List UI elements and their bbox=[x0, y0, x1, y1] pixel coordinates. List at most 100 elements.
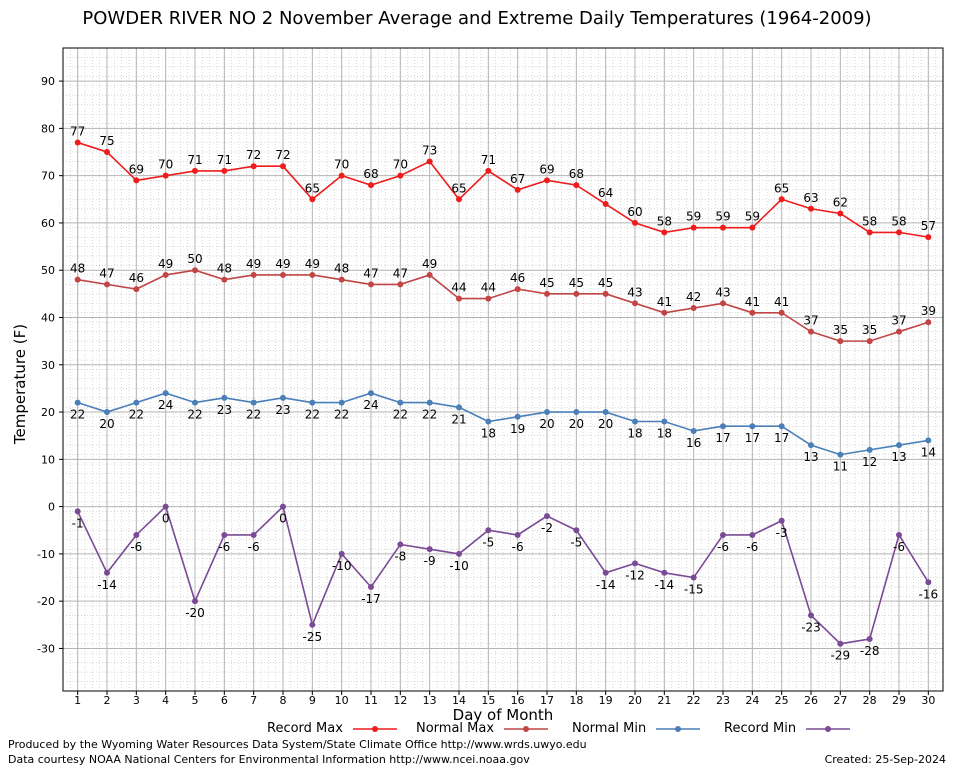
x-tick-label: 26 bbox=[804, 694, 818, 707]
data-point-normal-max bbox=[280, 271, 286, 278]
data-label-record-min: -5 bbox=[570, 535, 582, 549]
data-label-record-max: 70 bbox=[158, 158, 173, 172]
data-label-normal-max: 45 bbox=[598, 276, 613, 290]
data-point-record-min bbox=[925, 579, 932, 586]
data-label-normal-min: 20 bbox=[539, 417, 554, 431]
data-point-normal-min bbox=[690, 427, 697, 434]
data-label-record-min: -20 bbox=[185, 606, 205, 620]
data-point-normal-max bbox=[896, 328, 902, 335]
data-point-record-max bbox=[925, 234, 932, 241]
data-label-record-max: 63 bbox=[803, 191, 818, 205]
data-label-normal-min: 22 bbox=[393, 408, 408, 422]
data-label-normal-max: 48 bbox=[217, 262, 232, 276]
x-tick-label: 30 bbox=[921, 694, 935, 707]
data-point-normal-max bbox=[221, 276, 228, 283]
data-point-normal-max bbox=[866, 338, 873, 345]
x-tick-label: 6 bbox=[221, 694, 228, 707]
data-point-record-min bbox=[896, 531, 902, 538]
data-point-normal-min bbox=[280, 394, 286, 401]
data-point-normal-min bbox=[896, 442, 902, 449]
data-point-normal-min bbox=[221, 394, 228, 401]
data-label-normal-min: 17 bbox=[774, 431, 789, 445]
data-point-normal-min bbox=[514, 413, 521, 420]
data-label-record-min: -15 bbox=[684, 583, 704, 597]
x-tick-label: 23 bbox=[716, 694, 730, 707]
x-tick-label: 12 bbox=[393, 694, 407, 707]
data-point-normal-max bbox=[632, 300, 638, 307]
data-label-normal-min: 19 bbox=[510, 422, 525, 436]
data-point-record-min bbox=[104, 569, 110, 576]
data-point-record-max bbox=[456, 196, 462, 203]
x-tick-label: 28 bbox=[863, 694, 877, 707]
data-label-record-max: 73 bbox=[422, 143, 437, 157]
data-point-normal-max bbox=[514, 286, 521, 293]
data-label-normal-max: 41 bbox=[774, 295, 789, 309]
data-point-record-max bbox=[397, 172, 404, 179]
y-tick-label: 90 bbox=[41, 75, 55, 88]
data-label-normal-min: 12 bbox=[862, 455, 877, 469]
data-point-normal-max bbox=[720, 300, 726, 307]
series-line-record-min bbox=[76, 505, 930, 645]
data-label-normal-max: 43 bbox=[627, 285, 642, 299]
data-label-normal-max: 48 bbox=[70, 262, 85, 276]
data-label-normal-min: 22 bbox=[129, 408, 144, 422]
data-label-record-max: 58 bbox=[657, 214, 672, 228]
data-label-normal-min: 18 bbox=[657, 427, 672, 441]
data-point-normal-max bbox=[250, 271, 257, 278]
data-point-record-max bbox=[309, 196, 316, 203]
x-tick-label: 10 bbox=[335, 694, 349, 707]
data-label-normal-max: 50 bbox=[187, 252, 202, 266]
data-point-record-max bbox=[368, 182, 374, 189]
data-label-normal-max: 49 bbox=[275, 257, 290, 271]
data-label-record-max: 64 bbox=[598, 186, 613, 200]
data-point-normal-max bbox=[602, 290, 609, 297]
legend-swatch bbox=[656, 725, 701, 732]
legend-item-record-max: Record Max bbox=[267, 721, 401, 736]
x-tick-label: 9 bbox=[309, 694, 316, 707]
data-label-normal-min: 22 bbox=[246, 408, 261, 422]
data-label-record-min: -10 bbox=[332, 559, 352, 573]
footer-courtesy: Data courtesy NOAA National Centers for … bbox=[8, 753, 530, 766]
data-label-record-min: -6 bbox=[893, 540, 905, 554]
series-line-normal-max bbox=[77, 269, 929, 342]
data-point-record-min bbox=[866, 635, 873, 642]
data-label-record-max: 62 bbox=[833, 195, 848, 209]
x-axis-label: Day of Month bbox=[452, 706, 554, 724]
plot-frame bbox=[62, 47, 944, 692]
data-point-record-max bbox=[74, 139, 81, 146]
legend-item-normal-max: Normal Max bbox=[416, 721, 552, 736]
data-point-normal-max bbox=[485, 295, 492, 302]
data-label-record-min: -17 bbox=[361, 592, 381, 606]
series-line-record-max bbox=[77, 141, 929, 238]
data-point-record-min bbox=[602, 569, 609, 576]
y-tick-label: 30 bbox=[41, 359, 55, 372]
data-point-record-min bbox=[368, 583, 374, 590]
data-point-record-max bbox=[221, 167, 228, 174]
x-tick-label: 16 bbox=[511, 694, 525, 707]
data-label-normal-min: 22 bbox=[422, 408, 437, 422]
data-label-normal-max: 37 bbox=[891, 314, 906, 328]
data-label-record-min: -16 bbox=[919, 587, 939, 601]
y-tick-label: -10 bbox=[37, 548, 55, 561]
data-point-normal-min bbox=[661, 418, 668, 425]
x-tick-label: 4 bbox=[162, 694, 169, 707]
data-label-normal-max: 44 bbox=[481, 281, 496, 295]
data-point-normal-min bbox=[309, 399, 316, 406]
data-point-record-min bbox=[514, 531, 521, 538]
data-point-normal-max bbox=[456, 295, 462, 302]
data-point-normal-min bbox=[426, 399, 433, 406]
data-label-normal-max: 49 bbox=[158, 257, 173, 271]
data-label-record-min: -6 bbox=[130, 540, 142, 554]
data-label-record-max: 70 bbox=[393, 158, 408, 172]
data-point-normal-max bbox=[661, 309, 668, 316]
data-point-normal-min bbox=[485, 418, 492, 425]
data-point-record-max bbox=[338, 172, 345, 179]
y-axis-label: Temperature (F) bbox=[11, 323, 29, 445]
data-point-normal-max bbox=[837, 338, 844, 345]
data-label-normal-min: 20 bbox=[99, 417, 114, 431]
data-point-record-min bbox=[544, 513, 550, 520]
data-point-record-min bbox=[280, 503, 286, 510]
legend-swatch bbox=[504, 725, 549, 732]
x-tick-label: 21 bbox=[657, 694, 671, 707]
